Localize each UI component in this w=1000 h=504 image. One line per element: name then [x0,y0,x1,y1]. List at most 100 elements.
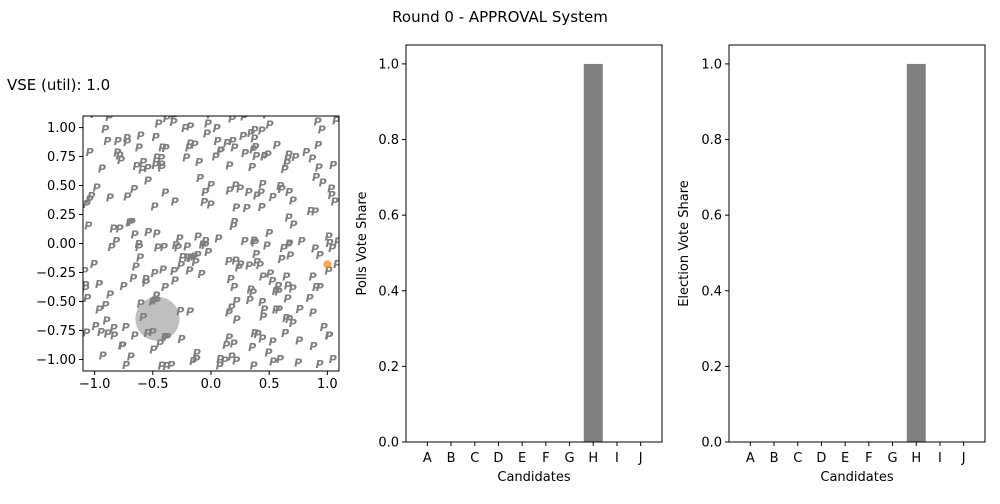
voter-marker: P [241,107,249,120]
voter-marker: P [307,107,315,120]
scatter-y-axis: 1.00 0.75 0.50 0.25 0.00 −0.25 −0.50 −0.75 −1.00 [36,121,83,368]
voter-marker: P [221,354,229,367]
voter-marker: P [230,338,238,351]
voter-marker: P [325,231,333,244]
voter-marker: P [319,177,327,190]
voter-marker: P [294,356,302,369]
voter-marker: P [175,232,183,245]
voter-marker: P [258,178,266,191]
voter-marker: P [95,303,103,316]
x-tick-label: D [816,451,826,466]
voter-marker: P [314,115,322,128]
voter-marker: P [157,152,165,165]
x-tick-label: J [638,451,643,466]
voter-marker: P [152,290,160,303]
vse-title: VSE (util): 1.0 [7,76,110,94]
voter-marker: P [225,307,233,320]
y-tick-label: 0.75 [47,150,76,165]
voter-marker: P [309,271,317,284]
voter-marker: P [250,327,258,340]
voter-marker: P [228,113,236,126]
voter-marker: P [83,198,91,211]
voter-marker: P [98,162,106,175]
voter-marker: P [243,202,251,215]
voter-marker: P [250,360,258,373]
voter-marker: P [229,220,237,233]
voter-marker: P [232,201,240,214]
y-tick-label: 0.2 [701,360,722,375]
voter-marker: P [297,235,305,248]
voter-marker: P [260,150,268,163]
voter-marker: P [283,292,291,305]
x-tick-label: B [770,451,779,466]
y-tick-label: −0.50 [36,295,76,310]
voter-marker: P [117,154,125,167]
voter-marker: P [207,179,215,192]
x-tick-label: 0.5 [259,377,280,392]
voter-marker: P [122,321,130,334]
voter-marker: P [119,280,127,293]
voter-marker: P [309,340,317,353]
voter-marker: P [228,135,236,148]
voter-marker: P [253,189,261,202]
voter-marker: P [284,279,292,292]
voter-marker: P [169,116,177,129]
voter-marker: P [295,334,303,347]
voter-marker: P [232,354,240,367]
voter-marker: P [325,329,333,342]
voter-marker: P [280,242,288,255]
voter-marker: P [81,279,89,292]
y-tick-label: 1.00 [47,121,76,136]
y-tick-label: 0.8 [701,133,722,148]
y-tick-label: 0.4 [701,284,722,299]
polls-ylabel: Polls Vote Share [355,191,370,295]
voter-marker: P [332,115,340,128]
y-tick-label: −1.00 [36,353,76,368]
voter-marker: P [128,216,136,229]
voter-marker: P [160,241,168,254]
voter-marker: P [276,353,284,366]
voter-marker: P [282,270,290,283]
voter-marker: P [152,131,160,144]
voter-marker: P [329,159,337,172]
voter-marker: P [149,344,157,357]
election-bars [906,63,926,443]
voter-marker: P [186,120,194,133]
voter-marker: P [216,353,224,366]
voter-marker: P [137,297,145,310]
x-tick-label: C [470,451,479,466]
voter-marker: P [316,358,324,371]
voter-marker: P [258,296,266,309]
voter-marker: P [174,241,182,254]
voter-marker: P [136,252,144,265]
voter-marker: P [199,238,207,251]
voter-marker: P [192,353,200,366]
voter-marker: P [291,151,299,164]
voter-marker: P [285,239,293,252]
voter-marker: P [225,255,233,268]
voter-marker: P [233,314,241,327]
x-tick-label: H [588,451,598,466]
voter-marker: P [312,171,320,184]
y-tick-label: −0.25 [36,266,76,281]
voter-marker: P [263,240,271,253]
voter-marker: P [248,341,256,354]
voter-marker: P [171,196,179,209]
voter-marker: P [252,248,260,261]
voter-marker: P [311,206,319,219]
voter-marker: P [118,339,126,352]
voter-marker: P [185,141,193,154]
voter-marker: P [327,182,335,195]
voter-marker: P [200,196,208,209]
voter-marker: P [258,201,266,214]
voter-marker: P [161,281,169,294]
scatter-extras [135,260,332,341]
voter-marker: P [247,127,255,140]
voter-marker: P [163,112,171,125]
voter-marker: P [105,111,113,124]
voter-marker: P [260,150,268,163]
voter-marker: P [249,143,257,156]
